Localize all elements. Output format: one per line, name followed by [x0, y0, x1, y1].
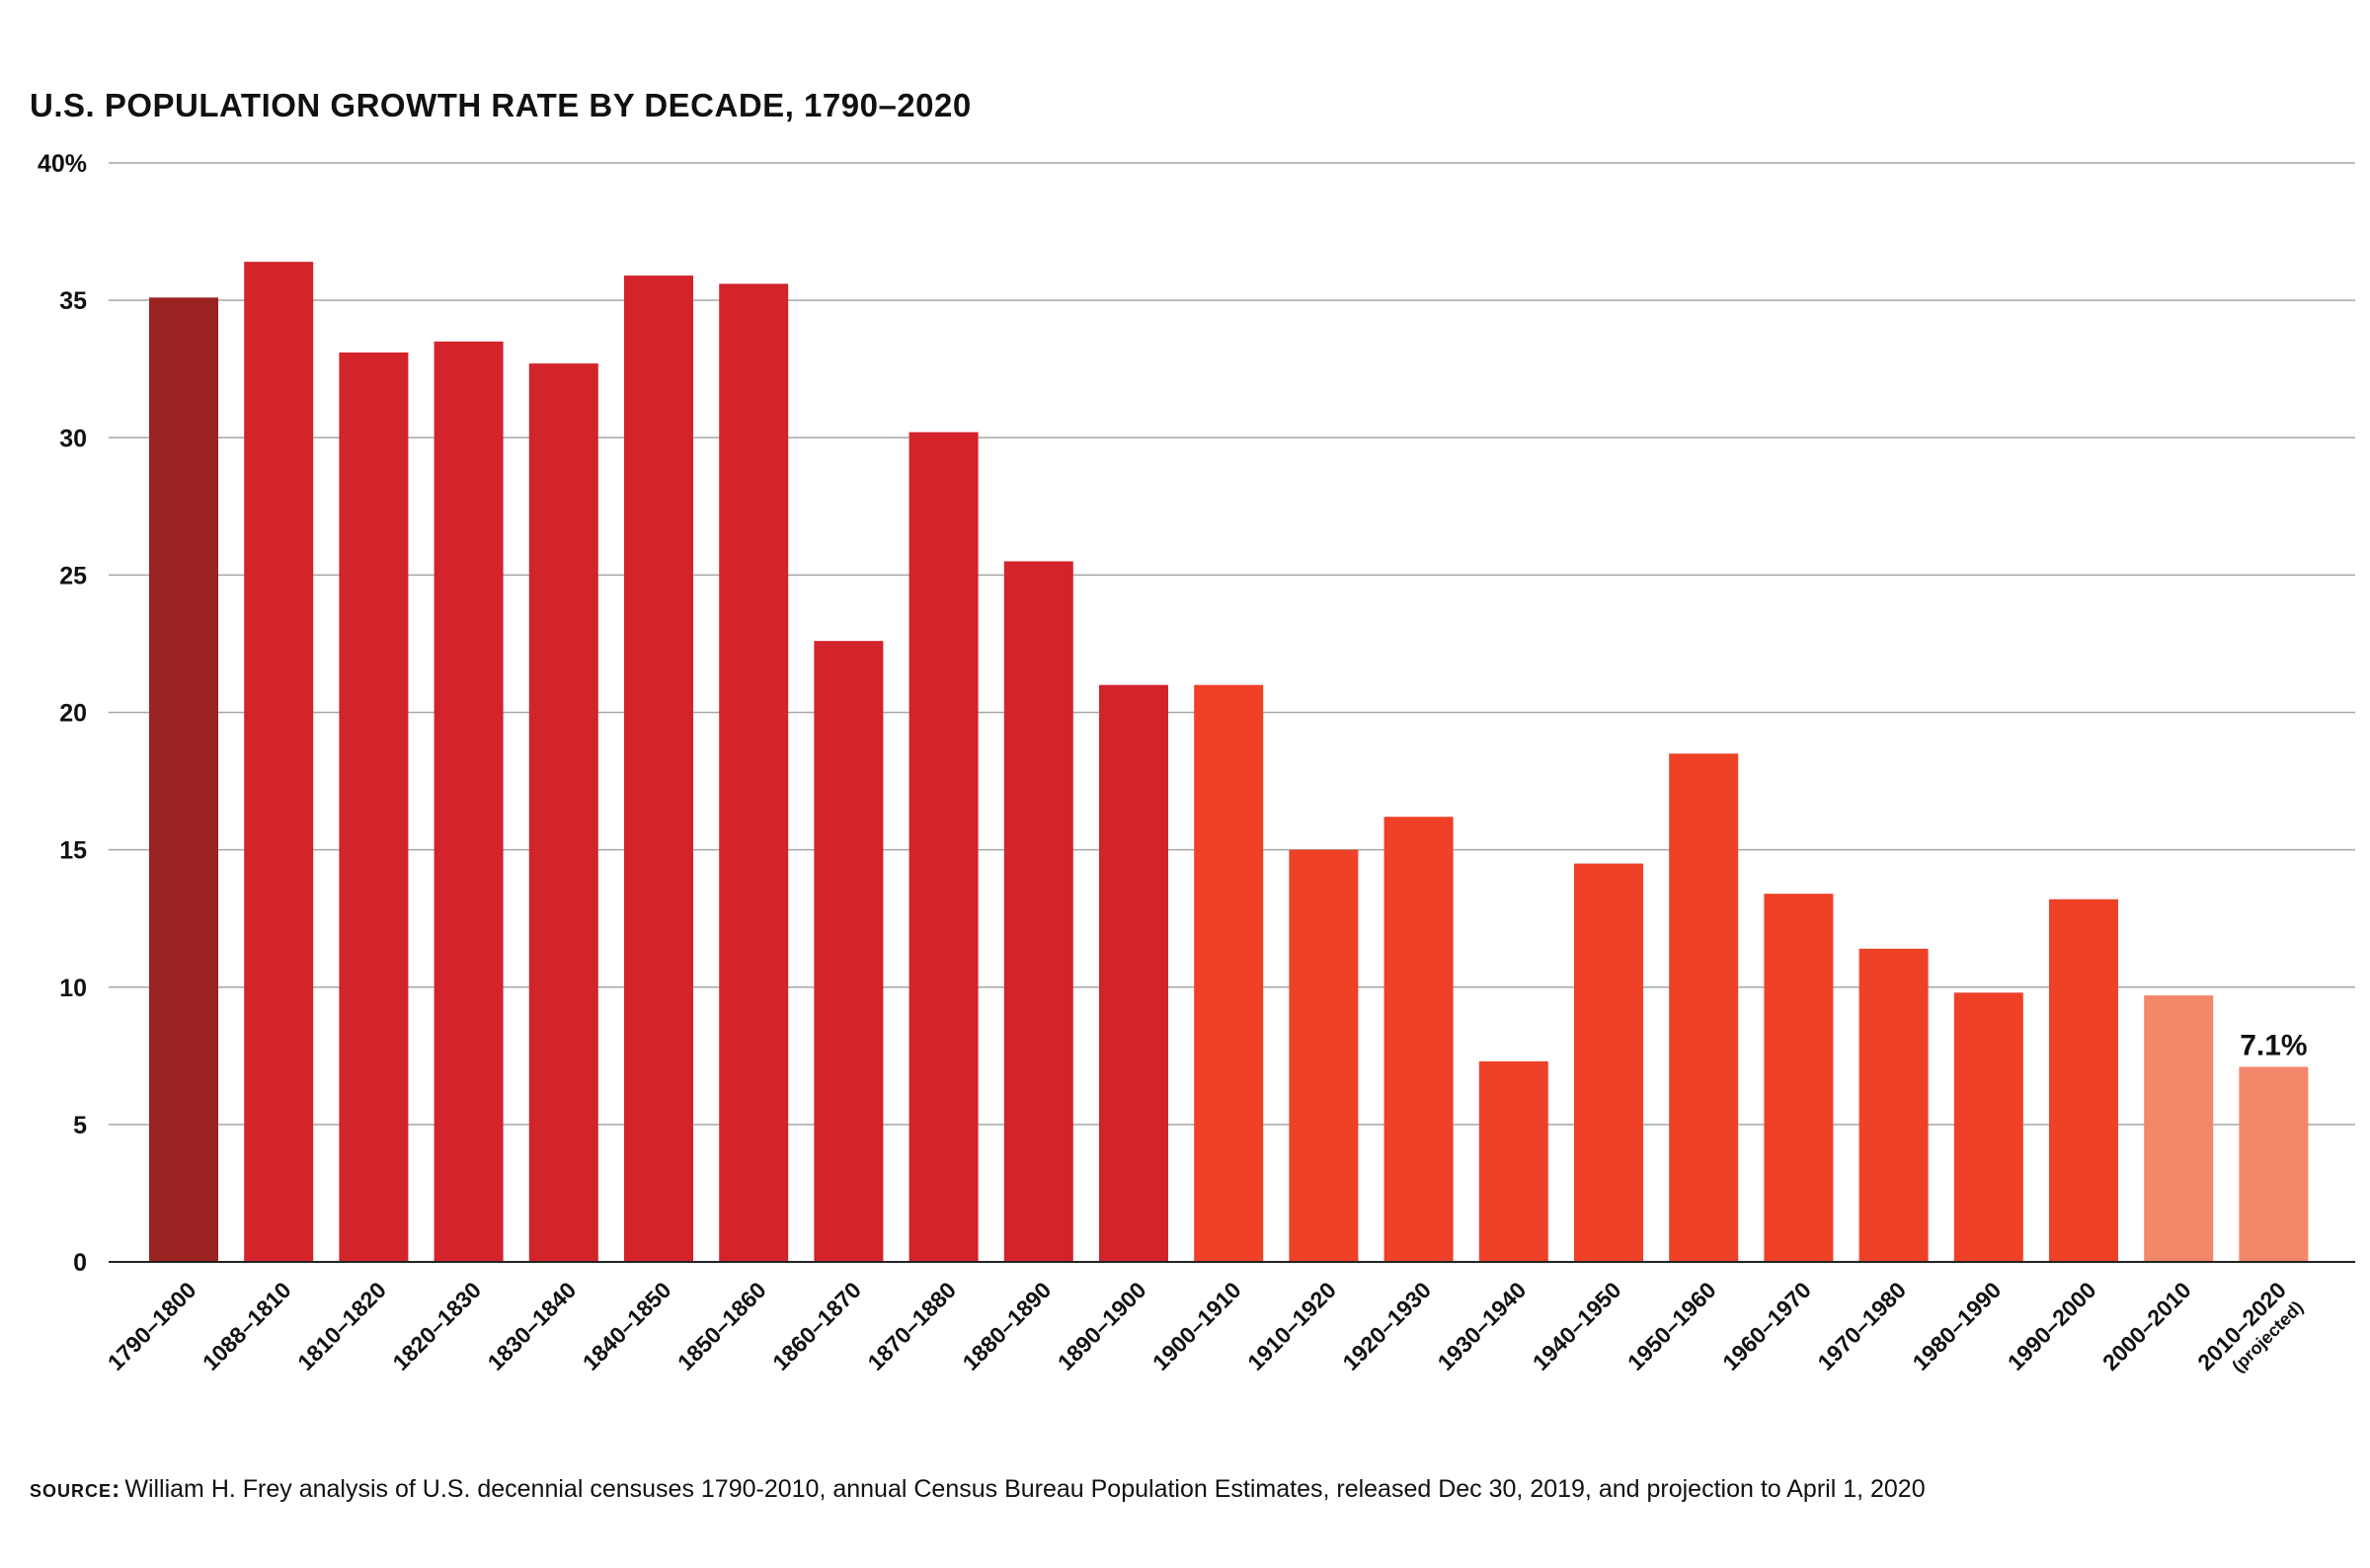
bar [1764, 894, 1834, 1262]
x-tick-label: 2000–2010 [2097, 1277, 2196, 1375]
y-tick-label: 30 [59, 425, 87, 452]
bar [1574, 863, 1643, 1262]
y-tick-label: 0 [73, 1249, 87, 1277]
y-tick-label: 35 [59, 287, 87, 315]
bar [1953, 992, 2023, 1262]
x-tick-label: 1820–1830 [387, 1277, 486, 1375]
x-tick-label: 1950–1960 [1622, 1277, 1721, 1375]
y-tick-label: 25 [59, 562, 87, 589]
bar [1858, 948, 1929, 1262]
x-tick-label: 1910–1920 [1242, 1277, 1341, 1375]
bar [1383, 817, 1454, 1262]
bar [1669, 753, 1739, 1262]
annotations: 7.1% [2240, 1029, 2307, 1061]
x-tick-label: 1900–1910 [1147, 1277, 1246, 1375]
x-tick-label: 1810–1820 [292, 1277, 391, 1375]
y-tick-label: 40% [38, 150, 87, 178]
x-tick-label: 1890–1900 [1053, 1277, 1151, 1375]
x-tick-label: 1088–1810 [198, 1277, 296, 1375]
x-tick-label: 1980–1990 [1908, 1277, 2007, 1375]
bar [1478, 1060, 1548, 1262]
bar [2144, 995, 2214, 1262]
bar [1194, 684, 1264, 1262]
y-tick-label: 10 [59, 975, 87, 1002]
x-tick-label: 1860–1870 [767, 1277, 866, 1375]
x-tick-label: 1830–1840 [483, 1277, 582, 1375]
bar [1099, 684, 1168, 1262]
data-label: 7.1% [2240, 1029, 2307, 1061]
bar [244, 262, 314, 1262]
x-tick-label: 1940–1950 [1528, 1277, 1626, 1375]
x-tick-label: 1930–1940 [1433, 1277, 1532, 1375]
x-tick-label: 1790–1800 [103, 1277, 201, 1375]
source-text: William H. Frey analysis of U.S. decenni… [124, 1475, 1926, 1503]
bar [2239, 1066, 2309, 1262]
bar [2049, 899, 2118, 1262]
bar [624, 275, 693, 1262]
bar [339, 352, 409, 1262]
y-tick-label: 20 [59, 700, 87, 728]
y-tick-label: 15 [59, 837, 87, 865]
source-label: SOURCE: [30, 1475, 121, 1503]
bars [149, 262, 2309, 1262]
x-tick-label: 1840–1850 [578, 1277, 676, 1375]
source-note: SOURCE: William H. Frey analysis of U.S. … [30, 1475, 1926, 1504]
x-tick-label: 1990–2000 [2003, 1277, 2101, 1375]
x-tick-label: 1880–1890 [958, 1277, 1057, 1375]
bar [434, 341, 504, 1262]
bar [908, 431, 979, 1262]
x-tick-label: 1970–1980 [1812, 1277, 1911, 1375]
y-tick-label: 5 [73, 1112, 87, 1139]
bar [1003, 561, 1073, 1262]
bar [814, 641, 884, 1262]
bar [528, 363, 598, 1262]
x-axis-labels: 1790–18001088–18101810–18201820–18301830… [103, 1277, 2307, 1375]
x-tick-label: 1920–1930 [1337, 1277, 1436, 1375]
bar [719, 283, 789, 1262]
x-tick-label: 1870–1880 [862, 1277, 961, 1375]
x-tick-label: 1850–1860 [672, 1277, 771, 1375]
bar [1289, 849, 1359, 1262]
x-tick-label: 1960–1970 [1717, 1277, 1816, 1375]
y-axis-ticks: 0 5 10 15 20 25 30 35 40% [38, 150, 87, 1277]
chart-title: U.S. POPULATION GROWTH RATE BY DECADE, 1… [30, 87, 972, 123]
bar [149, 297, 218, 1262]
